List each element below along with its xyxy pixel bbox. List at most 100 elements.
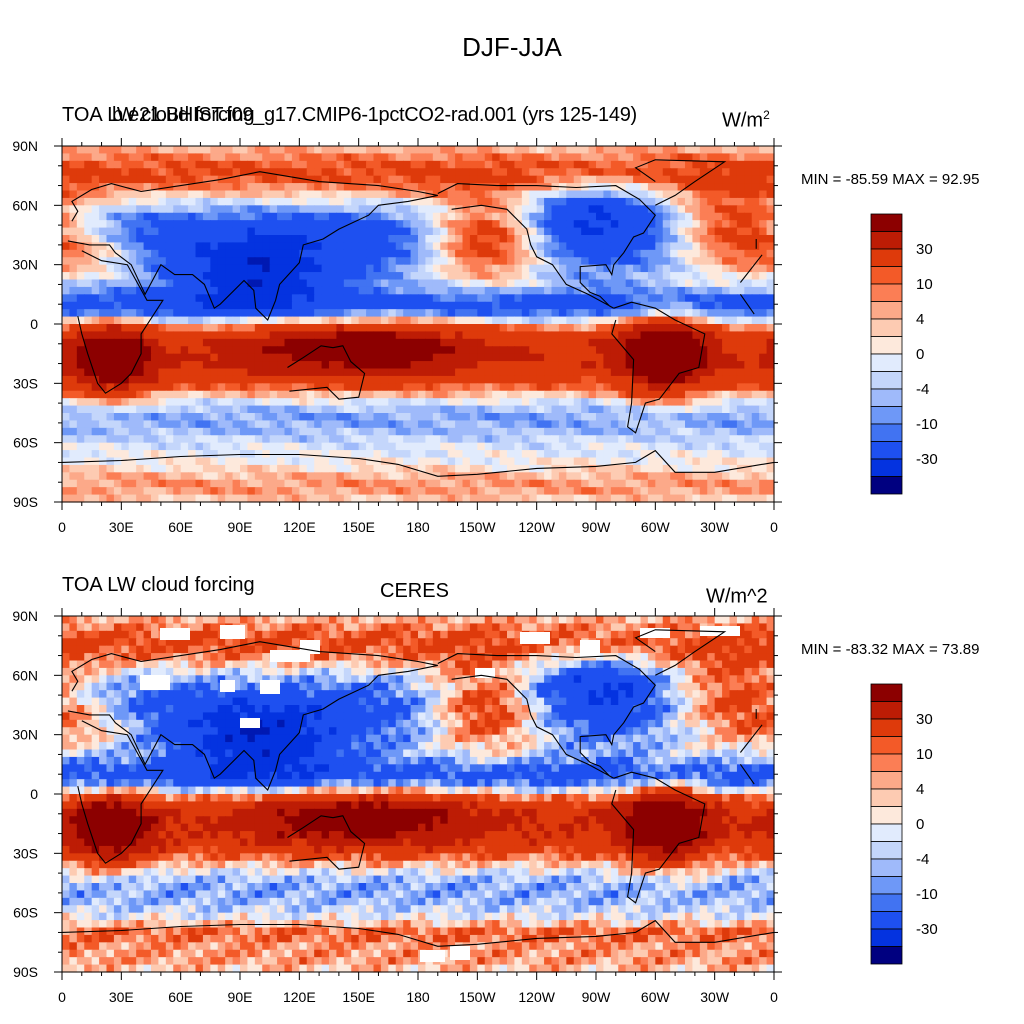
coastline [611, 771, 706, 904]
colorbar-box [870, 876, 903, 895]
colorbar-label: 30 [916, 711, 933, 728]
lat-tick-label: 60S [13, 435, 38, 451]
coastline [611, 301, 706, 434]
lon-tick-label: 0 [770, 989, 778, 1005]
lon-tick-label: 150E [342, 519, 375, 535]
colorbar-box [870, 423, 903, 442]
colorbar-box [870, 683, 903, 702]
lat-tick-label: 60N [12, 197, 38, 213]
lon-tick-label: 30W [700, 989, 730, 1005]
colorbar-2: 30 10 4 0 -4 -10 -30 [870, 683, 938, 965]
colorbar-box [870, 946, 903, 965]
missing-data-patch [640, 628, 670, 638]
colorbar-label: 10 [916, 746, 933, 763]
lon-tick-label: 0 [770, 519, 778, 535]
lon-tick-label: 30E [109, 519, 134, 535]
lon-tick-label: 150E [342, 989, 375, 1005]
colorbar-box [870, 718, 903, 737]
lat-tick-label: 90S [13, 964, 38, 980]
coastline [634, 629, 727, 676]
lat-tick-label: 30S [13, 845, 38, 861]
lat-tick-label: 30N [12, 257, 38, 273]
colorbar-box [870, 893, 903, 912]
lat-tick-label: 0 [30, 786, 38, 802]
colorbar-label: -4 [916, 381, 929, 398]
colorbar-label: 4 [916, 781, 924, 798]
lon-tick-label: 180 [406, 989, 430, 1005]
colorbar-label: -30 [916, 451, 938, 468]
colorbar-box [870, 231, 903, 250]
panel2-right-label: W/m^2 [706, 585, 768, 608]
colorbar-box [870, 441, 903, 460]
colorbar-box [870, 928, 903, 947]
missing-data-patch [140, 675, 170, 690]
colorbar-box [870, 911, 903, 930]
colorbar-box [870, 753, 903, 772]
coastline [739, 763, 755, 785]
panel2-center-label: CERES [380, 580, 449, 602]
colorbar-label: 4 [916, 311, 924, 328]
coastline [61, 919, 775, 947]
lat-tick-label: 60S [13, 905, 38, 921]
coastline [437, 653, 657, 779]
colorbar-box [870, 266, 903, 285]
colorbar-label: -4 [916, 851, 929, 868]
lon-tick-label: 150W [459, 519, 496, 535]
colorbar-box [870, 858, 903, 877]
missing-data-patch [260, 680, 280, 694]
coastline [739, 293, 755, 315]
panel2-min-max: MIN = -83.32 MAX = 73.89 [801, 641, 980, 658]
colorbar-box [870, 371, 903, 390]
lon-tick-label: 30E [109, 989, 134, 1005]
lon-tick-label: 60W [641, 989, 671, 1005]
colorbar-box [870, 336, 903, 355]
missing-data-patch [580, 640, 600, 658]
coastline [287, 345, 366, 400]
colorbar-box [870, 283, 903, 302]
lon-tick-label: 120E [283, 519, 316, 535]
lon-tick-label: 0 [58, 519, 66, 535]
coastline [77, 720, 164, 864]
missing-data-patch [420, 950, 445, 962]
panel1-min-max: MIN = -85.59 MAX = 92.95 [801, 171, 980, 188]
colorbar-box [870, 476, 903, 495]
colorbar-box [870, 823, 903, 842]
lon-tick-label: 120W [518, 989, 555, 1005]
map-panel-1: 90N 60N 30N 0 30S 60S 90S 0 30E 60E 90E 120E 150E 180… [12, 138, 782, 535]
colorbar-label: 30 [916, 241, 933, 258]
lat-tick-label: 90S [13, 494, 38, 510]
panel1-center-label: b.e21.BHIST.f09_g17.CMIP6-1pctCO2-rad.00… [112, 104, 637, 126]
missing-data-patch [240, 718, 260, 728]
panel1-right-label: W/m2 [722, 108, 770, 132]
page-title: DJF-JJA [462, 32, 562, 62]
coastline [77, 250, 164, 394]
lon-tick-label: 60W [641, 519, 671, 535]
missing-data-patch [475, 668, 495, 678]
lat-tick-label: 30N [12, 727, 38, 743]
coastline [67, 171, 438, 321]
lon-tick-label: 150W [459, 989, 496, 1005]
colorbar-box [870, 771, 903, 790]
coastline [739, 254, 763, 283]
lon-tick-label: 180 [406, 519, 430, 535]
colorbar-label: -30 [916, 921, 938, 938]
colorbar-label: -10 [916, 416, 938, 433]
coastline [437, 183, 657, 309]
colorbar-label: 10 [916, 276, 933, 293]
coastline [739, 724, 763, 753]
lon-tick-label: 60E [168, 519, 193, 535]
colorbar-label: -10 [916, 886, 938, 903]
lon-tick-label: 120E [283, 989, 316, 1005]
missing-data-patch [700, 626, 740, 636]
colorbar-box [870, 301, 903, 320]
coastline [634, 159, 727, 206]
colorbar-box [870, 788, 903, 807]
colorbar-1: 30 10 4 0 -4 -10 -30 [870, 213, 938, 495]
lon-tick-label: 90W [582, 519, 612, 535]
colorbar-box [870, 736, 903, 755]
colorbar-box [870, 388, 903, 407]
colorbar-box [870, 806, 903, 825]
lon-tick-label: 30W [700, 519, 730, 535]
coastline [287, 815, 366, 870]
